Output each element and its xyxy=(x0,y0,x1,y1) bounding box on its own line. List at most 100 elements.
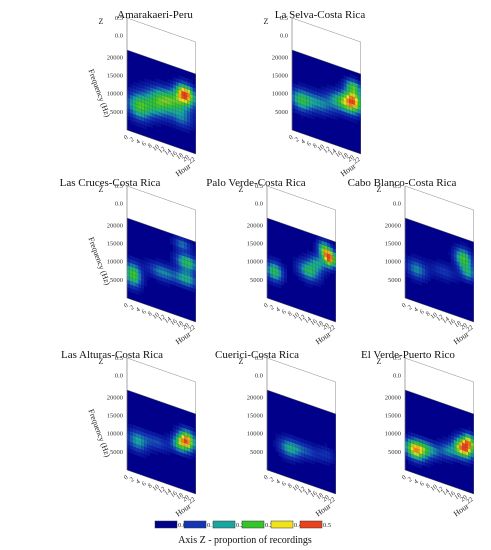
heat-cell xyxy=(298,265,302,270)
heat-cell xyxy=(425,257,428,263)
heat-cell xyxy=(149,448,153,454)
heat-cell xyxy=(178,111,182,117)
heat-cell xyxy=(462,263,466,269)
heat-cell xyxy=(321,240,325,246)
heat-cell xyxy=(187,253,191,259)
heat-cell xyxy=(337,87,341,93)
heat-cell xyxy=(304,446,308,452)
heat-cell xyxy=(303,112,307,117)
heat-cell xyxy=(459,430,463,436)
heat-cell xyxy=(416,437,420,443)
heat-cell xyxy=(129,83,133,89)
heat-cell xyxy=(175,110,179,116)
heat-cell xyxy=(287,455,290,460)
heat-cell xyxy=(468,433,471,439)
x-tick-label: 22 xyxy=(327,324,336,333)
heat-cell xyxy=(281,449,285,455)
heat-cell xyxy=(158,433,162,439)
heat-cell xyxy=(321,258,325,264)
heat-cell xyxy=(465,458,469,463)
heat-cell xyxy=(292,86,295,91)
heat-cell xyxy=(298,272,302,278)
heat-cell xyxy=(425,437,428,442)
heat-cell xyxy=(433,458,437,463)
heat-cell xyxy=(349,99,353,104)
heat-cell xyxy=(301,452,305,458)
heat-cell xyxy=(456,429,460,435)
heat-cell xyxy=(175,107,179,112)
x-tick-label: 12 xyxy=(435,314,444,323)
heat-cell xyxy=(292,97,295,102)
heat-cell xyxy=(427,456,431,461)
heat-cell xyxy=(184,106,188,111)
heat-cell xyxy=(181,119,185,125)
x-tick-label: 8 xyxy=(147,142,154,150)
heat-cell xyxy=(309,441,313,446)
heat-cell xyxy=(445,444,448,449)
heat-cell xyxy=(267,254,270,259)
y-tick-label: 10000 xyxy=(107,431,123,438)
heat-cell xyxy=(135,451,139,456)
heat-cell xyxy=(436,265,440,270)
heat-cell xyxy=(155,85,159,91)
heat-cell xyxy=(269,269,273,275)
heat-cell xyxy=(135,122,139,127)
heat-cell xyxy=(164,263,168,269)
heat-cell xyxy=(459,266,463,271)
heat-cell xyxy=(138,123,142,128)
heat-cell xyxy=(127,430,130,435)
heat-cell xyxy=(155,271,159,277)
heat-cell xyxy=(468,448,471,453)
heat-cell xyxy=(427,258,431,264)
heat-cell xyxy=(281,431,285,436)
heat-cell xyxy=(178,122,182,128)
z-axis-label: Z xyxy=(239,357,244,366)
heat-cell xyxy=(172,277,176,283)
heat-cell xyxy=(287,451,290,457)
heat-cell xyxy=(462,259,466,265)
panels: Amarakaeri-Peru50001000015000200000.00.5… xyxy=(60,9,475,518)
heat-cell xyxy=(453,256,457,262)
heat-cell xyxy=(462,435,466,441)
heat-cell xyxy=(470,460,474,465)
heat-cell xyxy=(147,89,150,95)
heat-cell xyxy=(152,435,156,440)
x-tick-label: 18 xyxy=(315,320,324,329)
heat-cell xyxy=(470,281,474,286)
x-tick-label: 8 xyxy=(312,142,319,150)
heat-cell xyxy=(456,276,460,281)
heat-cell xyxy=(175,443,179,448)
heat-cell xyxy=(278,262,282,267)
legend-swatch xyxy=(270,520,294,529)
heat-cell xyxy=(132,117,136,123)
heat-cell xyxy=(175,432,179,438)
heat-cell xyxy=(410,252,414,258)
heat-cell xyxy=(301,438,305,443)
heat-cell xyxy=(167,282,170,288)
heat-cell xyxy=(327,461,331,467)
heat-cell xyxy=(272,274,276,280)
heat-cell xyxy=(172,449,176,455)
heat-cell xyxy=(138,287,142,293)
heat-cell xyxy=(298,441,302,446)
heat-cell xyxy=(459,255,463,260)
heat-cell xyxy=(181,244,185,249)
heat-cell xyxy=(141,453,145,458)
heat-cell xyxy=(169,83,173,88)
heat-cell xyxy=(155,96,159,101)
heat-cell xyxy=(295,458,299,463)
heat-cell xyxy=(158,265,162,270)
heat-cell xyxy=(323,104,327,110)
heat-cell xyxy=(330,261,333,267)
heat-cell xyxy=(275,275,279,281)
x-tick-label: 20 xyxy=(181,494,190,503)
heat-cell xyxy=(307,275,310,281)
heat-cell xyxy=(169,90,173,96)
x-tick-label: 16 xyxy=(169,317,179,327)
heat-cell xyxy=(169,119,173,125)
heat-cell xyxy=(187,78,191,83)
heat-cell xyxy=(318,451,322,457)
heat-cell xyxy=(184,84,188,90)
heat-cell xyxy=(470,273,474,279)
heat-cell xyxy=(433,447,437,452)
